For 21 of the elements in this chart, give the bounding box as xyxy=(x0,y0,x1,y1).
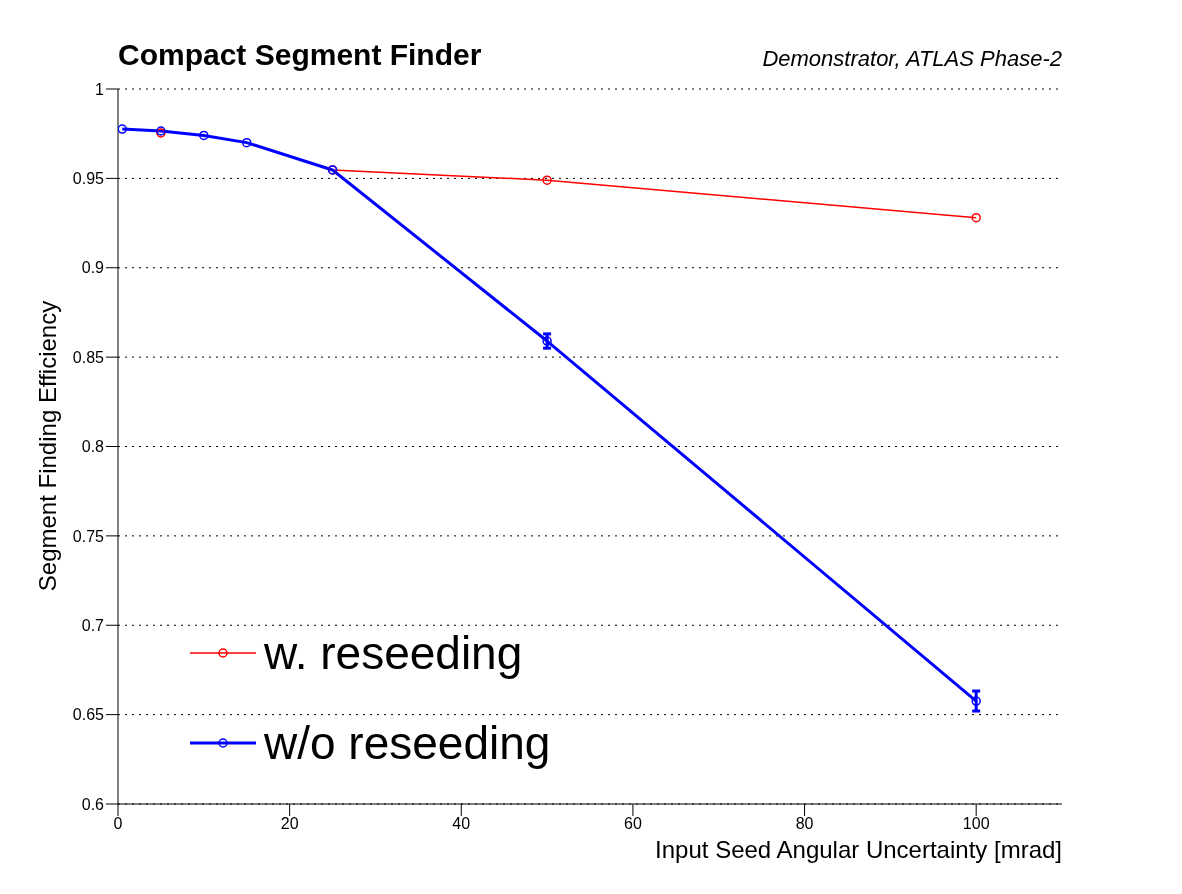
x-tick-label: 0 xyxy=(113,815,123,833)
chart-title: Compact Segment Finder xyxy=(118,38,482,72)
x-tick-label: 20 xyxy=(280,815,299,833)
y-tick-label: 1 xyxy=(95,80,105,98)
y-tick-label: 0.65 xyxy=(72,706,105,724)
y-tick-label: 0.8 xyxy=(81,438,105,456)
chart-subtitle: Demonstrator, ATLAS Phase-2 xyxy=(762,46,1062,72)
x-tick-label: 60 xyxy=(624,815,642,833)
legend-label: w/o reseeding xyxy=(264,716,551,770)
legend-label: w. reseeding xyxy=(264,626,523,680)
x-tick-label: 80 xyxy=(795,815,814,833)
y-tick-label: 0.75 xyxy=(72,527,105,545)
x-axis-title: Input Seed Angular Uncertainty [mrad] xyxy=(655,836,1062,864)
x-tick-label: 40 xyxy=(452,815,471,833)
y-tick-label: 0.6 xyxy=(81,795,105,813)
y-tick-label: 0.7 xyxy=(81,616,105,634)
y-axis-title: Segment Finding Efficiency xyxy=(34,300,62,592)
y-tick-label: 0.85 xyxy=(72,348,105,366)
x-tick-label: 100 xyxy=(962,815,990,833)
y-tick-label: 0.95 xyxy=(72,170,105,188)
y-tick-label: 0.9 xyxy=(81,259,105,277)
